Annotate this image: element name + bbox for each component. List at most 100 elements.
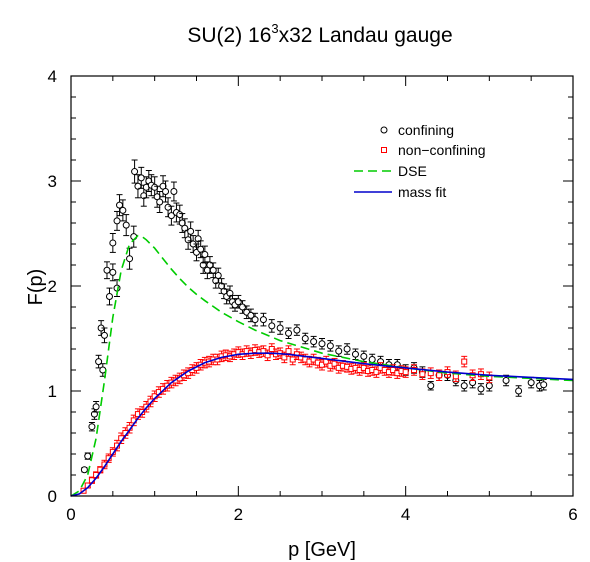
marker-square — [402, 369, 409, 376]
marker-square — [390, 367, 397, 373]
data-point — [109, 233, 117, 253]
marker-square — [285, 348, 292, 355]
data-point — [189, 235, 197, 253]
legend-item: DSE — [354, 163, 427, 179]
data-point — [323, 355, 330, 368]
data-point — [259, 312, 267, 327]
data-point — [113, 279, 121, 297]
data-point — [411, 364, 418, 376]
marker-circle — [167, 212, 175, 220]
marker-circle — [84, 452, 92, 460]
data-point — [126, 247, 134, 270]
marker-square — [461, 358, 468, 365]
marker-circle — [485, 382, 493, 390]
marker-circle — [477, 385, 485, 393]
marker-circle — [90, 410, 98, 418]
data-point — [95, 354, 103, 369]
marker-circle — [360, 352, 368, 360]
marker-square — [360, 364, 367, 371]
x-tick-label: 4 — [401, 505, 410, 524]
data-point — [194, 229, 202, 248]
data-point — [486, 371, 493, 384]
data-point — [327, 360, 334, 372]
data-point — [100, 327, 108, 344]
marker-circle — [103, 266, 111, 274]
data-point — [103, 261, 111, 280]
marker-circle — [540, 381, 548, 389]
data-point — [461, 355, 468, 368]
data-point — [181, 218, 189, 239]
marker-circle — [170, 188, 178, 195]
marker-circle — [460, 382, 468, 390]
marker-circle — [251, 316, 259, 324]
data-point — [147, 174, 155, 197]
marker-circle — [197, 245, 205, 253]
legend-item: mass fit — [354, 184, 446, 200]
marker-square — [373, 369, 380, 376]
marker-circle — [126, 255, 134, 263]
marker-circle — [259, 316, 267, 324]
marker-circle — [427, 382, 435, 390]
data-point — [377, 362, 384, 374]
legend-label: mass fit — [398, 184, 446, 200]
marker-circle — [131, 168, 139, 176]
marker-circle — [301, 335, 309, 342]
legend-label: non−confining — [398, 142, 486, 158]
data-point — [310, 335, 318, 348]
data-point — [187, 221, 195, 242]
marker-circle — [88, 423, 96, 431]
data-point — [298, 351, 305, 364]
chart-title-rest: x32 Landau gauge — [279, 24, 453, 47]
legend-marker-circle — [380, 126, 388, 134]
y-axis-label: F(p) — [25, 269, 47, 306]
marker-circle — [100, 331, 108, 339]
data-point — [214, 267, 222, 284]
marker-circle — [515, 387, 523, 395]
marker-circle — [162, 188, 170, 195]
marker-circle — [214, 272, 222, 279]
data-point — [540, 378, 548, 391]
marker-circle — [201, 251, 209, 258]
y-tick-label: 4 — [48, 67, 57, 86]
marker-circle — [109, 239, 117, 247]
marker-circle — [199, 261, 207, 269]
marker-circle — [105, 293, 113, 300]
data-point — [80, 466, 88, 474]
data-point — [131, 159, 139, 184]
axes: 0 2 4 6 0 1 2 3 4 — [48, 67, 578, 524]
marker-square — [419, 371, 426, 378]
marker-circle — [527, 379, 535, 387]
data-point — [84, 452, 92, 460]
y-tick-label: 1 — [48, 382, 57, 401]
marker-square — [331, 360, 338, 367]
data-point — [197, 240, 205, 259]
data-point — [285, 327, 293, 339]
series-line-mass-fit — [70, 352, 574, 497]
y-tick-label: 0 — [48, 487, 57, 506]
data-point — [156, 191, 164, 213]
data-point — [335, 345, 343, 357]
data-point — [319, 359, 325, 371]
data-point — [502, 374, 510, 387]
marker-square — [436, 372, 443, 379]
marker-square — [319, 361, 325, 368]
marker-circle — [137, 174, 145, 182]
data-point — [119, 199, 127, 222]
data-point — [515, 385, 523, 397]
data-point — [268, 343, 275, 355]
marker-circle — [113, 217, 121, 225]
series-points-1 — [80, 343, 493, 494]
data-point — [348, 363, 355, 375]
marker-circle — [326, 342, 334, 350]
marker-circle — [194, 235, 202, 243]
legend-label: DSE — [398, 163, 427, 179]
x-axis-label: p [GeV] — [288, 539, 356, 561]
data-point — [276, 321, 284, 335]
marker-circle — [187, 227, 195, 235]
marker-circle — [335, 347, 343, 355]
marker-circle — [156, 198, 164, 206]
y-tick-label: 2 — [48, 277, 57, 296]
data-point — [318, 338, 326, 350]
marker-circle — [247, 311, 255, 319]
marker-circle — [351, 350, 359, 358]
